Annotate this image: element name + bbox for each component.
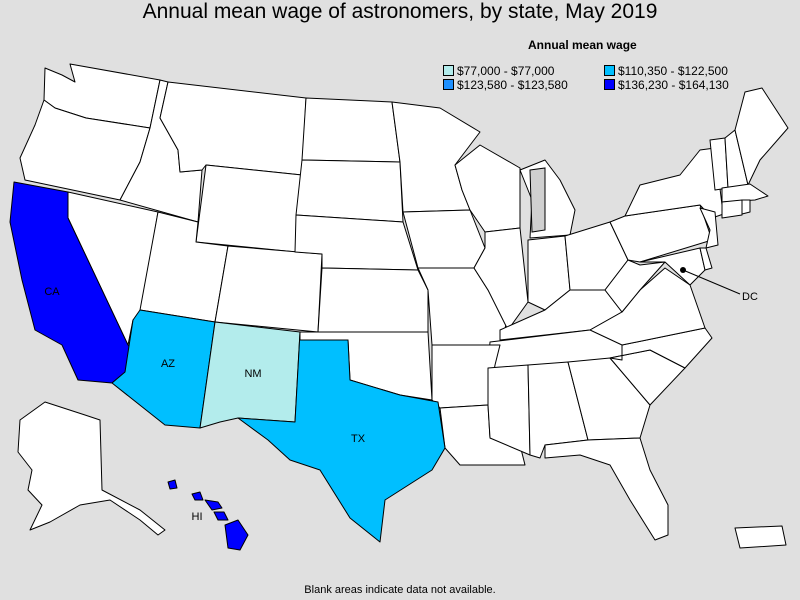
state-mt: [159, 81, 307, 176]
state-nd: [301, 97, 401, 163]
state-label-hi: HI: [192, 511, 203, 523]
footnote: Blank areas indicate data not available.: [304, 584, 496, 596]
state-ga: [567, 357, 651, 441]
state-md: [639, 247, 706, 286]
legend-item-110350: $110,350 - $122,500: [604, 64, 728, 78]
state-ak: [17, 401, 166, 536]
state-sd: [295, 159, 404, 223]
state-wy: [195, 164, 303, 253]
state-il: [473, 227, 529, 331]
state-label-nm: NM: [244, 368, 261, 380]
state-label-ca: CA: [44, 286, 60, 298]
legend-label: $136,230 - $164,130: [618, 78, 729, 92]
state-ia: [402, 209, 486, 269]
state-ct: [721, 199, 743, 219]
state-label-az: AZ: [161, 358, 175, 370]
map-title: Annual mean wage of astronomers, by stat…: [142, 0, 658, 23]
state-co: [214, 245, 323, 333]
legend-swatch: [443, 79, 454, 90]
state-hi: [167, 479, 249, 551]
state-ca: [9, 181, 141, 384]
legend-label: $77,000 - $77,000: [457, 64, 555, 78]
state-ma: [721, 183, 769, 203]
state-nc: [609, 327, 713, 369]
legend-item-77000: $77,000 - $77,000: [443, 64, 554, 78]
state-tx: [237, 331, 446, 543]
state-de: [699, 247, 713, 271]
lake-michigan: [529, 167, 546, 233]
state-fl: [544, 437, 669, 541]
legend-title: Annual mean wage: [528, 38, 637, 52]
legend-item-123580: $123,580 - $123,580: [443, 78, 568, 92]
state-ks: [317, 267, 429, 333]
state-mi: [519, 159, 576, 239]
state-label-dc: DC: [742, 291, 758, 303]
state-ms: [487, 364, 531, 456]
state-ri: [741, 199, 751, 215]
territory-pr: [734, 525, 787, 549]
legend-swatch: [604, 79, 615, 90]
legend-swatch: [604, 65, 615, 76]
legend-item-136230: $136,230 - $164,130: [604, 78, 729, 92]
legend-label: $123,580 - $123,580: [457, 78, 568, 92]
legend-swatch: [443, 65, 454, 76]
state-nj: [699, 207, 719, 249]
state-label-tx: TX: [351, 433, 366, 445]
dc-leader-line: [682, 269, 741, 295]
legend-label: $110,350 - $122,500: [618, 64, 728, 78]
